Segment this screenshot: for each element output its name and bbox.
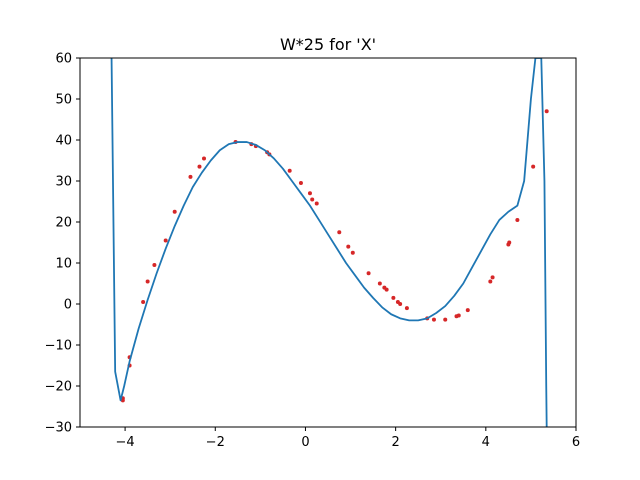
data-point <box>507 240 512 245</box>
data-point <box>197 164 202 169</box>
data-point <box>404 306 409 311</box>
x-tick-label: 2 <box>391 435 399 450</box>
data-point <box>384 287 389 292</box>
data-point <box>350 250 355 255</box>
x-tick-label: 0 <box>301 435 309 450</box>
data-point <box>141 299 146 304</box>
x-tick-label: 4 <box>482 435 490 450</box>
data-point <box>456 313 461 318</box>
fit-line <box>110 58 548 427</box>
y-tick-label: 0 <box>64 298 72 313</box>
x-tick-label: −2 <box>206 435 225 450</box>
data-point <box>531 164 536 169</box>
data-point <box>431 317 436 322</box>
data-point <box>172 209 177 214</box>
y-tick-label: 50 <box>55 93 72 108</box>
data-point <box>515 217 520 222</box>
data-point <box>465 308 470 313</box>
data-point <box>298 181 303 186</box>
data-point <box>163 238 168 243</box>
data-point <box>346 244 351 249</box>
data-point <box>188 174 193 179</box>
axes-frame <box>79 57 577 428</box>
data-point <box>314 201 319 206</box>
y-tick-label: 30 <box>55 175 72 190</box>
plot-area <box>110 58 549 427</box>
x-tick-label: 6 <box>572 435 580 450</box>
data-point <box>398 302 403 306</box>
y-tick-label: 10 <box>55 257 72 272</box>
y-tick-label: 20 <box>55 216 72 231</box>
data-point <box>310 197 315 202</box>
data-point <box>287 168 292 173</box>
y-axis: −30 −20 −10 0 10 20 30 40 50 60 <box>45 52 80 436</box>
data-point <box>307 191 312 196</box>
y-tick-label: −20 <box>45 380 72 395</box>
data-point <box>152 263 157 268</box>
data-point <box>443 317 448 322</box>
data-point <box>377 281 382 286</box>
data-point <box>490 275 495 280</box>
data-point <box>391 295 396 300</box>
y-tick-label: 40 <box>55 134 72 149</box>
x-axis: −4 −2 0 2 4 6 <box>116 427 580 450</box>
y-tick-label: −10 <box>45 339 72 354</box>
data-point <box>120 398 125 403</box>
data-point <box>337 230 342 235</box>
data-point <box>145 279 150 284</box>
chart-title: W*25 for 'X' <box>280 35 376 54</box>
data-point <box>202 156 206 161</box>
y-tick-label: 60 <box>55 52 72 67</box>
data-point <box>544 109 549 114</box>
y-tick-label: −30 <box>45 421 72 436</box>
x-tick-label: −4 <box>116 435 135 450</box>
data-point <box>366 271 371 276</box>
data-point <box>488 279 493 284</box>
